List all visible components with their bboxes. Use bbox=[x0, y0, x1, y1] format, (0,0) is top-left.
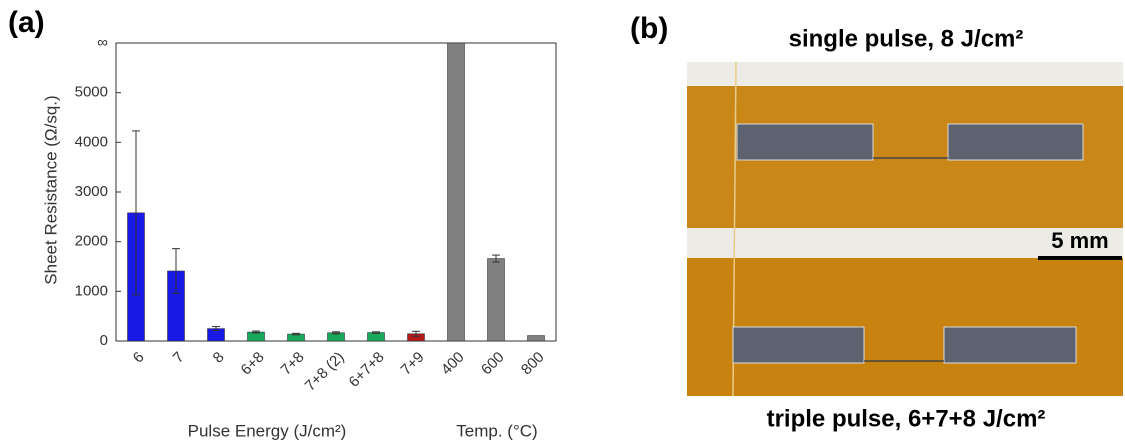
x-tick-label: 8 bbox=[210, 349, 228, 367]
electrode bbox=[947, 123, 1084, 161]
electrode bbox=[736, 123, 874, 161]
x-tick-label: 600 bbox=[478, 349, 508, 379]
x-tick-label: 400 bbox=[438, 349, 468, 379]
tape bbox=[687, 228, 1123, 258]
x-tick-label: 6 bbox=[130, 349, 148, 367]
y-tick-label: 5000 bbox=[75, 84, 108, 101]
y-tick-label: ∞ bbox=[97, 34, 108, 51]
x-tick-label: 6+8 bbox=[238, 349, 268, 379]
y-tick-label: 2000 bbox=[75, 233, 108, 250]
electrode bbox=[943, 326, 1077, 364]
x-tick-label: 7+8 bbox=[278, 349, 308, 379]
y-axis-label: Sheet Resistance (Ω/sq.) bbox=[41, 95, 60, 284]
panel-label: (b) bbox=[630, 12, 668, 45]
photo-title: single pulse, 8 J/cm² bbox=[789, 25, 1024, 52]
y-tick-label: 1000 bbox=[75, 282, 108, 299]
x-tick-label: 800 bbox=[518, 349, 548, 379]
photo: (b) single pulse, 8 J/cm² 5 mm triple pu… bbox=[630, 12, 1123, 432]
x-tick-label: 7+8 (2) bbox=[302, 349, 348, 395]
bar bbox=[447, 42, 465, 342]
bar bbox=[487, 258, 505, 342]
x-axis-label: Pulse Energy (J/cm²) bbox=[188, 421, 347, 440]
x-tick-label: 7+9 bbox=[398, 349, 428, 379]
x-axis-label-temp: Temp. (°C) bbox=[456, 421, 537, 440]
y-tick-label: 3000 bbox=[75, 183, 108, 200]
bar bbox=[367, 332, 385, 342]
electrode bbox=[732, 326, 865, 364]
x-tick-label: 7 bbox=[170, 349, 188, 367]
photo-title: triple pulse, 6+7+8 J/cm² bbox=[767, 405, 1046, 432]
bar bbox=[527, 335, 545, 342]
y-tick-label: 0 bbox=[100, 332, 108, 349]
scale-bar-label: 5 mm bbox=[1051, 228, 1108, 253]
y-tick-label: 4000 bbox=[75, 133, 108, 150]
tape bbox=[687, 62, 1123, 86]
x-tick-label: 6+7+8 bbox=[346, 349, 388, 391]
panel-label: (a) bbox=[8, 6, 45, 39]
